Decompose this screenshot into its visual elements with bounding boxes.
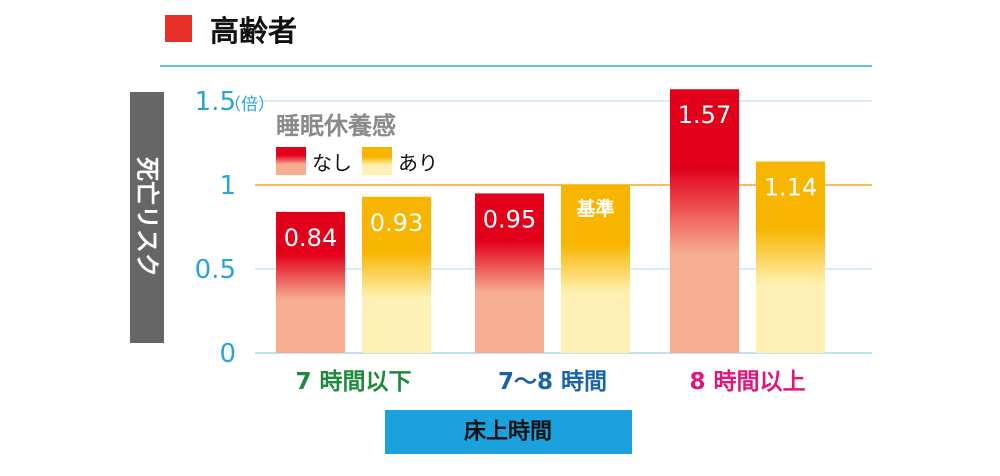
x-axis-label: 床上時間 <box>464 419 552 445</box>
category-label: 7〜8 時間 <box>498 369 607 395</box>
bar-nashi <box>475 193 544 353</box>
bar-ari <box>561 185 630 353</box>
legend-title: 睡眠休養感 <box>276 112 396 140</box>
title-square <box>165 15 192 42</box>
x-axis-label-box <box>385 410 632 454</box>
x-axis-categories: 7 時間以下 7〜8 時間 8 時間以上 <box>295 369 805 395</box>
y-tick-label: 1 <box>219 171 236 201</box>
legend-swatch-ari <box>362 147 392 175</box>
bars: 0.84 0.93 0.95 基準 1.57 1.14 <box>276 89 825 354</box>
bar-value-label: 0.93 <box>370 209 423 237</box>
y-axis-ticks: 0 0.5 1 1.5 <box>195 87 236 369</box>
y-axis-unit: （倍） <box>224 95 275 115</box>
y-tick-label: 1.5 <box>195 87 236 117</box>
bar-value-label: 基準 <box>575 197 614 220</box>
legend-swatch-nashi <box>276 147 306 175</box>
chart-title: 高齢者 <box>210 14 297 48</box>
bar-value-label: 1.57 <box>678 101 731 129</box>
bar-nashi <box>670 89 739 354</box>
bar-nashi <box>276 211 345 353</box>
bar-value-label: 0.95 <box>483 205 536 233</box>
bar-ari <box>756 161 825 353</box>
bar-ari <box>362 196 431 353</box>
y-tick-label: 0 <box>219 339 236 369</box>
bar-value-label: 1.14 <box>764 173 817 201</box>
y-axis-label-box <box>130 92 164 343</box>
y-axis-label: 死亡リスク <box>133 157 161 277</box>
category-label: 8 時間以上 <box>689 369 805 395</box>
legend-label-ari: あり <box>398 151 438 175</box>
bar-value-label: 0.84 <box>284 224 337 252</box>
legend: 睡眠休養感 なし あり <box>276 112 438 175</box>
legend-label-nashi: なし <box>312 151 352 175</box>
y-tick-label: 0.5 <box>195 255 236 285</box>
category-label: 7 時間以下 <box>295 369 411 395</box>
